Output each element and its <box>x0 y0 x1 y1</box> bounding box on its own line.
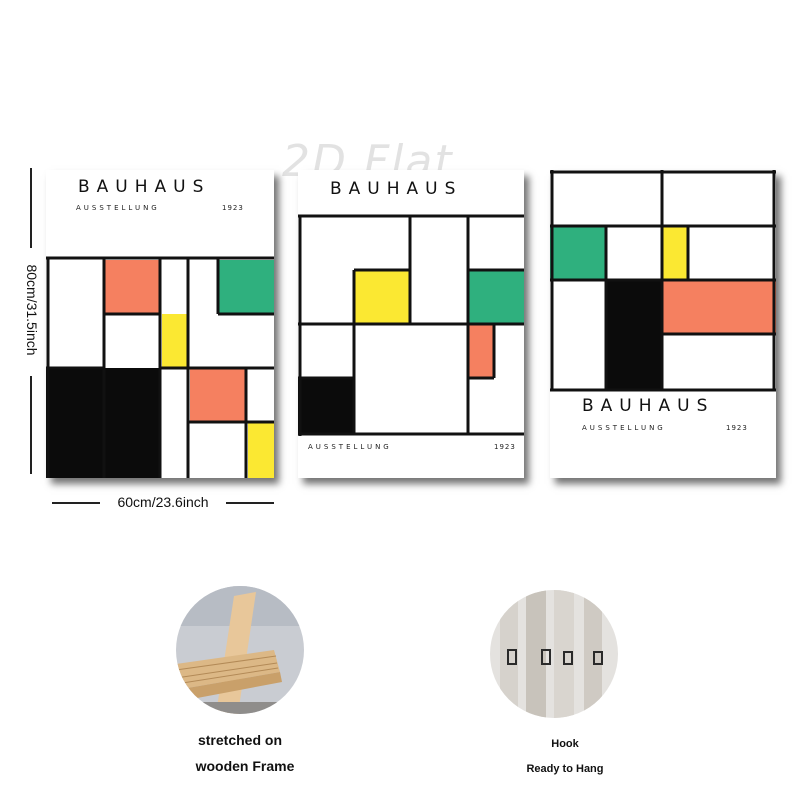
wooden-frame-icon <box>176 586 304 714</box>
width-dimension-line <box>226 502 274 504</box>
poster-3: BAUHAUS AUSSTELLUNG 1923 <box>550 170 776 478</box>
poster-2-artwork <box>298 214 524 436</box>
width-dimension-line <box>52 502 100 504</box>
feature-caption-frame-line2: wooden Frame <box>195 758 295 774</box>
poster-1-artwork <box>46 256 274 478</box>
width-dimension-label: 60cm/23.6inch <box>117 494 209 510</box>
hook-photo <box>490 590 618 718</box>
poster-2: BAUHAUS AUSSTELLUNG 1923 <box>298 170 524 478</box>
poster-1: BAUHAUS AUSSTELLUNG 1923 <box>46 170 274 478</box>
height-dimension-label: 80cm/31.5inch <box>24 264 40 356</box>
feature-caption-frame-line1: stretched on <box>197 732 282 748</box>
poster-year: 1923 <box>494 443 516 451</box>
wooden-frame-photo <box>176 586 304 714</box>
feature-caption-hook-line1: Hook <box>551 738 579 750</box>
hook-icon <box>490 590 618 718</box>
poster-subtitle: AUSSTELLUNG <box>308 443 392 451</box>
poster-3-artwork <box>550 170 776 392</box>
poster-title: BAUHAUS <box>582 396 715 416</box>
poster-subtitle: AUSSTELLUNG <box>76 204 160 212</box>
poster-subtitle: AUSSTELLUNG <box>582 424 666 432</box>
feature-caption-hook-line2: Ready to Hang <box>526 763 604 775</box>
poster-year: 1923 <box>726 424 748 432</box>
height-dimension-line <box>30 168 32 248</box>
poster-title: BAUHAUS <box>330 179 463 199</box>
height-dimension-line <box>30 376 32 474</box>
poster-year: 1923 <box>222 204 244 212</box>
poster-title: BAUHAUS <box>78 177 211 197</box>
